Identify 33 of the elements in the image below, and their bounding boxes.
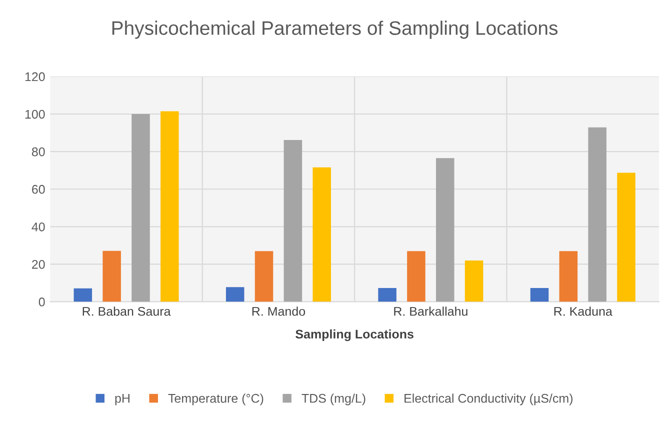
legend-label: Temperature (°C) xyxy=(168,394,264,406)
bar xyxy=(378,288,396,302)
bar xyxy=(254,251,274,302)
bar xyxy=(559,251,578,302)
bar xyxy=(160,111,179,302)
legend-label: Electrical Conductivity (µS/cm) xyxy=(404,394,572,406)
legend-label: pH xyxy=(115,394,130,406)
x-axis-title: Sampling Locations xyxy=(296,329,414,342)
bar xyxy=(407,251,426,302)
chart-title: Physicochemical Parameters of Sampling Locations xyxy=(112,20,558,39)
x-tick-label: R. Baban Saura xyxy=(82,306,171,316)
y-tick-label: 20 xyxy=(32,260,45,269)
bar xyxy=(74,288,92,302)
bar xyxy=(464,260,484,302)
bar xyxy=(226,287,244,302)
legend-label: TDS (mg/L) xyxy=(302,394,366,406)
y-tick-label: 100 xyxy=(25,110,45,119)
x-tick-label: R. Mando xyxy=(252,306,306,316)
y-tick-label: 120 xyxy=(25,72,45,82)
bar xyxy=(132,114,150,302)
bar xyxy=(284,140,302,302)
bar xyxy=(530,288,549,302)
bar xyxy=(588,127,606,302)
bar xyxy=(312,167,331,302)
y-tick-label: 80 xyxy=(32,147,45,156)
bar xyxy=(102,250,121,302)
y-tick-label: 0 xyxy=(38,298,45,306)
x-tick-label: R. Barkallahu xyxy=(394,306,468,316)
y-tick-label: 40 xyxy=(32,222,45,232)
x-tick-label: R. Kaduna xyxy=(554,306,612,316)
y-tick-label: 60 xyxy=(32,184,45,194)
bar xyxy=(617,172,636,302)
bar xyxy=(436,158,454,302)
